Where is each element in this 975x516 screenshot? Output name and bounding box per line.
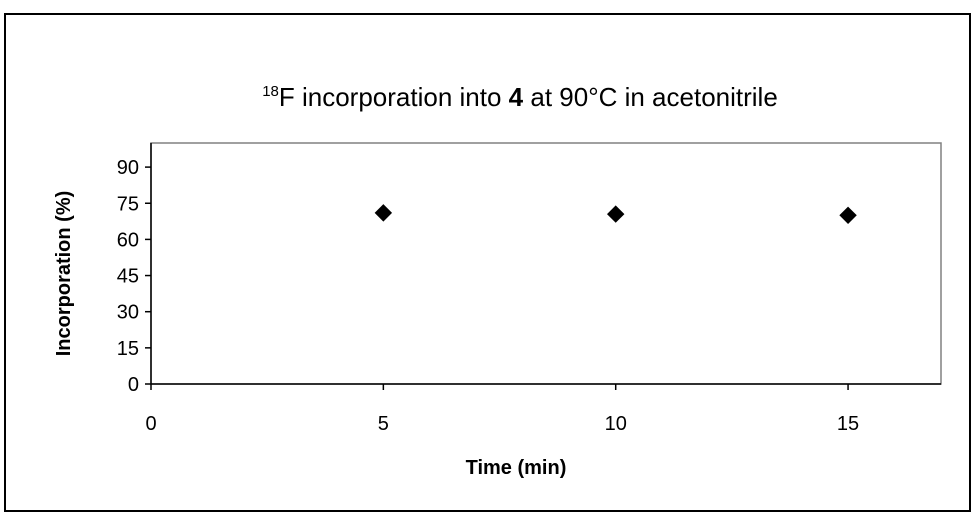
title-superscript: 18 [262,83,279,100]
y-tick-label: 45 [117,266,139,288]
y-axis-title: Incorporation (%) [53,191,75,357]
title-bold: 4 [509,82,524,112]
data-point-marker [839,206,857,225]
y-tick-label: 75 [117,193,139,215]
y-axis: 0 15 30 45 60 75 90 [117,143,152,396]
title-part2: at 90°C in acetonitrile [523,82,778,112]
y-tick-label: 60 [117,229,139,251]
x-tick-label: 0 [145,413,156,435]
x-axis-title: Time (min) [466,457,567,479]
y-tick-label: 15 [117,338,139,360]
data-point-marker [606,205,625,223]
x-tick-label: 5 [378,413,389,435]
plot-area [150,142,942,385]
chart-title: 18F incorporation into 4 at 90°C in acet… [262,82,778,112]
x-axis: 0 5 10 15 [145,383,941,435]
y-tick-label: 90 [117,157,139,179]
data-points [374,204,857,225]
x-tick-label: 15 [837,413,859,435]
y-tick-label: 0 [128,374,139,396]
title-part1: F incorporation into [279,82,509,112]
data-point-marker [374,204,393,222]
y-tick-label: 30 [117,302,139,324]
x-tick-label: 10 [605,413,627,435]
